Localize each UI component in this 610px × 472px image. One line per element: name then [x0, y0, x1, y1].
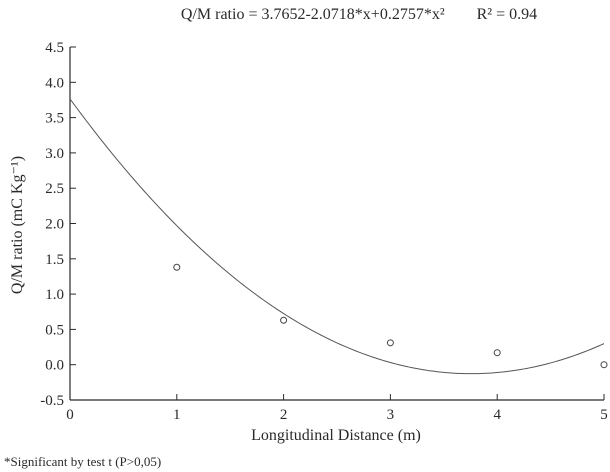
regression-equation: Q/M ratio = 3.7652-2.0718*x+0.2757*x² [180, 6, 445, 23]
y-tick-label: 4.5 [45, 40, 64, 56]
data-point [493, 349, 501, 357]
footnote: *Significant by test t (P>0,05) [4, 454, 162, 469]
x-axis-label: Longitudinal Distance (m) [251, 427, 421, 444]
chart-title: Q/M ratio = 3.7652-2.0718*x+0.2757*x² R² … [0, 6, 610, 24]
y-tick-label: 0.0 [45, 358, 64, 374]
y-tick-label: 3.0 [45, 146, 64, 162]
data-point [280, 316, 288, 324]
fit-curve [69, 98, 605, 375]
data-point [386, 339, 394, 347]
y-tick-label: -0.5 [40, 393, 64, 409]
data-points [173, 263, 608, 369]
y-tick-label: 3.5 [45, 111, 64, 127]
data-point [173, 263, 181, 271]
y-tick-label: 1.0 [45, 287, 64, 303]
y-tick-label: 2.0 [45, 217, 64, 233]
ticks: -0.5 0.0 0.5 1.0 1.5 2.0 2.5 3.0 3.5 4.0 4.5 0 1 2 3 4 5 [40, 40, 608, 423]
fit-curve-group [69, 98, 605, 375]
x-tick-label: 3 [387, 407, 395, 423]
x-tick-label: 2 [280, 407, 288, 423]
y-axis-label: Q/M ratio (mC Kg⁻¹) [9, 156, 26, 294]
x-tick-label: 0 [66, 407, 74, 423]
y-tick-label: 4.0 [45, 75, 64, 91]
r-squared: R² = 0.94 [476, 6, 538, 23]
data-point [600, 361, 608, 369]
y-tick-label: 1.5 [45, 252, 64, 268]
y-tick-label: 0.5 [45, 322, 64, 338]
axes [69, 47, 604, 401]
x-tick-label: 1 [173, 407, 181, 423]
x-tick-label: 4 [493, 407, 501, 423]
y-tick-label: 2.5 [45, 181, 64, 197]
x-tick-label: 5 [600, 407, 608, 423]
